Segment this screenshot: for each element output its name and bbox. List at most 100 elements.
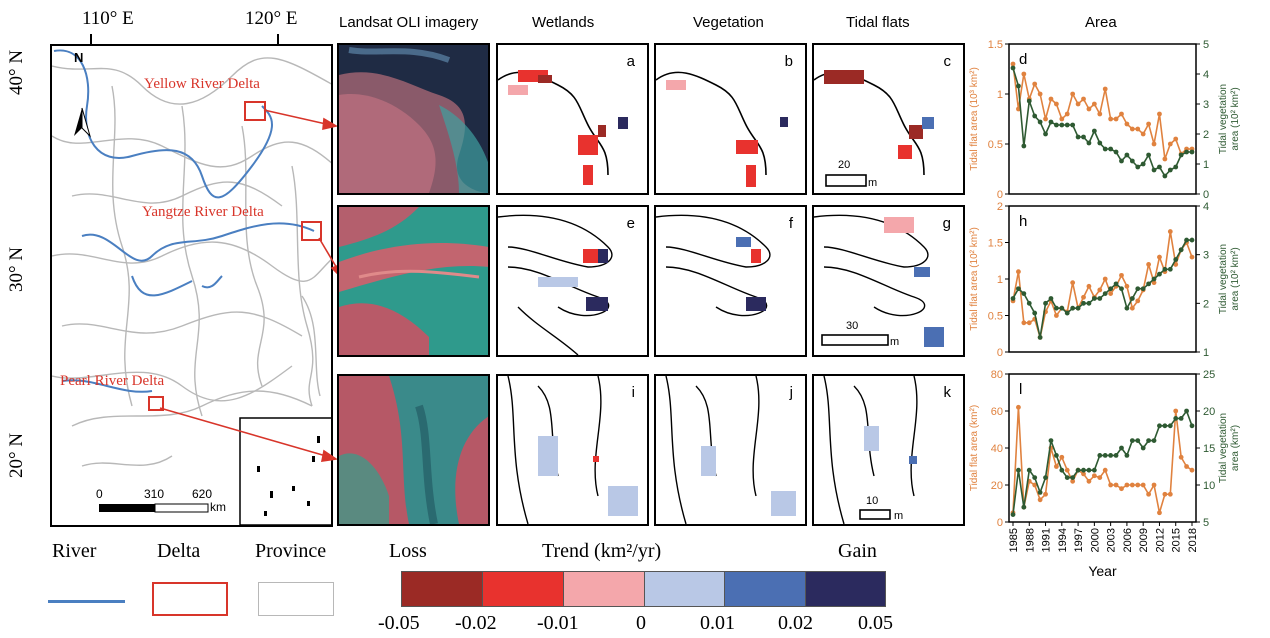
point-d-tidal-1994 [1059, 116, 1065, 122]
point-d-tidal-1992 [1048, 96, 1054, 102]
point-h-tidal-2001 [1097, 287, 1103, 293]
point-d-tidal-2000 [1091, 101, 1097, 107]
legend-province-box [258, 582, 334, 616]
ytick-right-label-l-4: 25 [1203, 369, 1215, 381]
point-h-tidal-1993 [1053, 313, 1059, 318]
point-d-vegetation-1993 [1053, 122, 1059, 128]
point-d-vegetation-1998 [1081, 134, 1086, 140]
point-h-vegetation-2001 [1097, 296, 1103, 301]
scalebar-unit-k: m [894, 510, 904, 522]
point-l-tidal-1986 [1016, 404, 1021, 410]
point-d-vegetation-1994 [1059, 122, 1065, 128]
point-d-vegetation-2012 [1157, 164, 1162, 170]
point-l-tidal-2001 [1097, 475, 1103, 480]
colorbar-cell-4 [644, 572, 725, 606]
point-l-tidal-1993 [1053, 464, 1059, 469]
point-l-tidal-2007 [1129, 482, 1135, 488]
series-line-d-tidal [1012, 63, 1192, 160]
colorbar-tick-4: 0 [636, 612, 646, 634]
series-line-l-vegetation [1012, 409, 1193, 515]
point-l-tidal-2017 [1184, 464, 1189, 469]
point-d-vegetation-1999 [1086, 140, 1092, 146]
xtick-label-10: 2015 [1171, 528, 1183, 552]
point-h-tidal-1996 [1070, 280, 1076, 286]
point-h-vegetation-1990 [1037, 335, 1043, 340]
point-l-tidal-1995 [1064, 467, 1070, 473]
scalebar-box-g [821, 334, 889, 346]
tile-c-tidal-yellow: c 20 m [812, 43, 965, 195]
point-l-vegetation-1992 [1048, 438, 1054, 443]
ytick-left-label-h-0: 0 [997, 347, 1003, 359]
point-l-vegetation-2014 [1167, 423, 1173, 429]
ytick-left-label-h-4: 2 [997, 201, 1003, 213]
scalebar-box-c [825, 174, 867, 187]
point-h-vegetation-1999 [1086, 300, 1092, 306]
point-l-vegetation-2013 [1162, 423, 1168, 429]
tile-g-tidal-yangtze: g 30 m [812, 205, 965, 357]
point-d-tidal-1998 [1081, 96, 1086, 102]
arrow-yangtze [318, 237, 339, 271]
scale-tick-0: 0 [96, 487, 103, 501]
point-h-tidal-2010 [1146, 262, 1152, 267]
ytick-left-label-l-2: 40 [991, 443, 1003, 455]
overview-map: N 0 310 620 km Yellow River Delta Yangtz… [50, 44, 333, 527]
point-d-tidal-1996 [1070, 91, 1076, 97]
series-line-l-tidal [1012, 407, 1193, 513]
point-l-vegetation-1995 [1064, 475, 1070, 480]
ylabel-right-line2-d: area (10² km²) [1230, 87, 1241, 150]
point-h-tidal-1998 [1081, 294, 1086, 300]
col-title-landsat: Landsat OLI imagery [339, 14, 479, 31]
ylabel-left-l: Tidal flat area (km²) [969, 405, 980, 491]
point-d-tidal-2003 [1108, 116, 1114, 122]
scale-tick-310: 310 [144, 487, 165, 501]
point-l-tidal-1991 [1043, 491, 1048, 497]
point-l-tidal-2006 [1124, 482, 1130, 488]
tile-a-map [498, 70, 628, 185]
tile-f-map [656, 214, 771, 317]
arrow-pearl [159, 407, 327, 457]
point-l-vegetation-2018 [1189, 423, 1195, 429]
point-h-vegetation-1993 [1053, 305, 1059, 311]
point-d-tidal-1990 [1037, 91, 1043, 97]
point-d-vegetation-1992 [1048, 119, 1054, 125]
ytick-right-label-h-3: 4 [1203, 201, 1209, 213]
point-l-tidal-1990 [1037, 497, 1043, 503]
point-l-vegetation-1990 [1037, 490, 1043, 495]
point-d-tidal-1987 [1021, 71, 1027, 77]
point-h-vegetation-1985 [1010, 296, 1016, 301]
xtick-label-7: 2006 [1122, 528, 1134, 552]
point-l-vegetation-1989 [1032, 475, 1038, 480]
legend-province-label: Province [255, 540, 327, 562]
xtick-label-6: 2003 [1106, 528, 1118, 552]
point-d-vegetation-2008 [1135, 164, 1141, 170]
point-h-tidal-2002 [1102, 276, 1108, 282]
ytick-right-label-d-3: 3 [1203, 99, 1209, 111]
point-h-vegetation-2003 [1108, 286, 1114, 292]
point-l-tidal-2009 [1140, 482, 1146, 488]
point-l-tidal-2005 [1119, 486, 1124, 492]
scalebar-unit-c: m [868, 177, 878, 189]
ytick-right-label-l-0: 5 [1203, 517, 1209, 529]
province-boundaries [52, 57, 331, 467]
panel-letter-i: i [631, 384, 635, 401]
colorbar-tick-1: -0.05 [378, 612, 420, 634]
landsat-pearl-river-image [339, 376, 488, 524]
col-title-tidal-flats: Tidal flats [846, 14, 910, 31]
point-d-vegetation-2000 [1091, 128, 1097, 134]
point-l-vegetation-2011 [1151, 438, 1157, 443]
point-l-tidal-2000 [1091, 473, 1097, 479]
chart-frame-h [1008, 205, 1197, 353]
lon-label-110: 110° E [82, 8, 134, 29]
ytick-left-label-d-0: 0 [997, 189, 1003, 201]
ytick-right-label-l-2: 15 [1203, 443, 1215, 455]
legend-loss-label: Loss [389, 540, 427, 562]
point-l-tidal-1999 [1086, 478, 1092, 484]
colorbar-cell-3 [563, 572, 645, 606]
point-d-tidal-1997 [1075, 101, 1081, 107]
colorbar-cell-5 [724, 572, 806, 606]
point-l-vegetation-1996 [1070, 475, 1076, 480]
point-l-vegetation-2008 [1135, 438, 1141, 443]
ytick-right-label-d-1: 1 [1203, 159, 1209, 171]
point-h-vegetation-1997 [1075, 305, 1081, 311]
tile-f-vegetation-yangtze: f [654, 205, 807, 357]
